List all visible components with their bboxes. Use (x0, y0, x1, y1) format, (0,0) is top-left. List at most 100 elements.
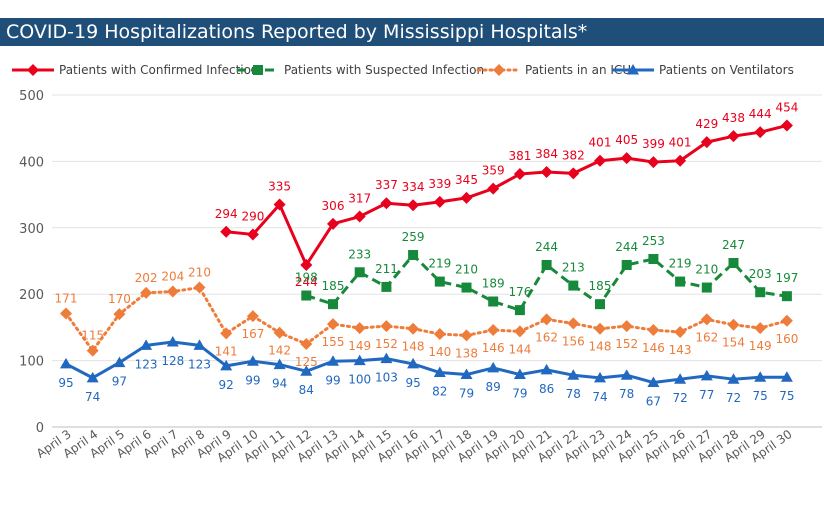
data-point (460, 368, 473, 380)
data-point (408, 250, 419, 261)
data-point (246, 228, 259, 241)
data-point (193, 281, 206, 294)
data-point (246, 355, 259, 366)
data-label: 67 (646, 395, 661, 409)
data-point (781, 291, 792, 302)
data-label: 77 (699, 388, 714, 402)
data-point (514, 305, 525, 316)
data-label: 99 (245, 373, 260, 387)
y-tick-label: 200 (19, 288, 44, 303)
data-label: 244 (615, 240, 638, 254)
data-label: 399 (642, 137, 665, 151)
data-point (727, 318, 740, 331)
data-label: 97 (112, 375, 127, 389)
data-point (754, 371, 767, 382)
data-point (594, 371, 606, 383)
data-point (353, 354, 366, 366)
data-label: 125 (295, 355, 318, 369)
data-point (621, 259, 632, 270)
data-point (568, 280, 579, 291)
data-point (166, 285, 179, 298)
data-label: 334 (402, 180, 425, 194)
data-point (380, 197, 393, 210)
data-label: 138 (455, 346, 478, 360)
data-label: 204 (161, 270, 184, 284)
data-point (193, 339, 206, 350)
data-point (166, 336, 179, 347)
data-point (620, 320, 633, 333)
data-label: 123 (135, 357, 158, 371)
y-tick-label: 500 (19, 89, 44, 104)
data-label: 79 (459, 387, 474, 401)
data-point (647, 324, 660, 337)
data-label: 185 (322, 279, 345, 293)
data-label: 185 (589, 279, 612, 293)
data-point (700, 136, 713, 149)
data-label: 384 (535, 147, 558, 161)
data-label: 156 (562, 334, 585, 348)
y-tick-label: 400 (19, 155, 44, 170)
data-label: 148 (402, 340, 425, 354)
data-label: 339 (428, 177, 451, 191)
data-point (540, 313, 553, 326)
data-point (328, 299, 338, 310)
data-point (487, 324, 500, 337)
data-label: 167 (241, 327, 264, 341)
data-point (86, 371, 99, 383)
data-point (728, 257, 739, 268)
data-point (700, 313, 713, 326)
data-point (513, 168, 526, 181)
data-label: 78 (619, 387, 634, 401)
data-label: 152 (375, 337, 398, 351)
data-point (487, 361, 500, 373)
data-point (513, 368, 526, 380)
data-point (273, 358, 286, 370)
legend-label: Patients with Suspected Infection (284, 63, 484, 77)
data-label: 142 (268, 344, 291, 358)
data-label: 95 (405, 376, 420, 390)
data-point (300, 338, 313, 350)
data-label: 405 (615, 133, 638, 147)
data-point (727, 373, 740, 384)
y-tick-label: 300 (19, 222, 44, 237)
data-label: 152 (615, 337, 638, 351)
data-label: 146 (482, 341, 505, 355)
data-point (675, 276, 686, 287)
data-label: 306 (322, 199, 345, 213)
data-label: 72 (726, 391, 741, 405)
data-point (540, 363, 553, 375)
data-label: 345 (455, 173, 478, 187)
data-label: 401 (669, 136, 692, 150)
data-label: 154 (722, 336, 745, 350)
data-point (380, 352, 393, 364)
series-line (226, 124, 788, 267)
data-point (381, 281, 392, 292)
data-point (300, 258, 313, 271)
data-label: 247 (722, 238, 745, 252)
data-point (460, 329, 473, 342)
data-label: 99 (325, 373, 340, 387)
data-point (220, 225, 233, 238)
data-point (407, 357, 420, 369)
data-point (594, 322, 606, 335)
data-point (140, 286, 153, 299)
legend-marker (493, 64, 505, 76)
data-point (567, 317, 580, 330)
data-label: 74 (592, 390, 607, 404)
data-point (407, 199, 420, 212)
data-label: 401 (589, 136, 612, 150)
data-label: 429 (695, 117, 718, 131)
data-label: 79 (512, 387, 527, 401)
data-point (488, 296, 499, 307)
data-label: 210 (695, 263, 718, 277)
data-label: 219 (428, 257, 451, 271)
data-label: 290 (241, 209, 264, 223)
data-point (353, 210, 366, 223)
y-axis: 0 100 200 300 400 500 (19, 89, 44, 436)
data-label: 75 (779, 389, 794, 403)
data-label: 203 (749, 267, 772, 281)
data-point (60, 357, 72, 369)
data-point (755, 287, 766, 298)
data-label: 72 (672, 391, 687, 405)
data-point (220, 359, 233, 371)
